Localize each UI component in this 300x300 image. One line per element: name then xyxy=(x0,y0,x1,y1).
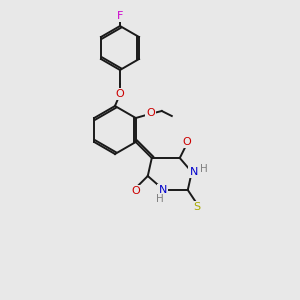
Text: S: S xyxy=(193,202,200,212)
Text: H: H xyxy=(200,164,208,174)
Text: O: O xyxy=(116,89,124,99)
Text: N: N xyxy=(190,167,198,177)
Text: O: O xyxy=(131,186,140,196)
Text: F: F xyxy=(117,11,123,21)
Text: O: O xyxy=(182,137,191,147)
Text: H: H xyxy=(156,194,164,204)
Text: O: O xyxy=(146,108,155,118)
Text: N: N xyxy=(159,185,167,195)
